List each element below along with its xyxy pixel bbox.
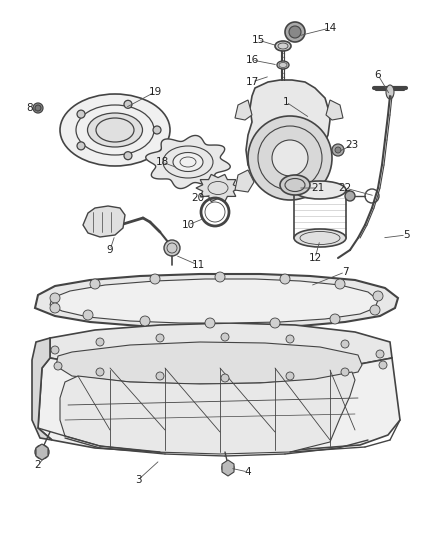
Polygon shape [83, 206, 125, 237]
Circle shape [280, 274, 290, 284]
Text: 20: 20 [191, 193, 205, 203]
Text: 9: 9 [107, 245, 113, 255]
Circle shape [50, 303, 60, 313]
Circle shape [332, 144, 344, 156]
Circle shape [370, 305, 380, 315]
Circle shape [248, 116, 332, 200]
Text: 19: 19 [148, 87, 162, 97]
Text: 10: 10 [181, 220, 194, 230]
Polygon shape [326, 100, 343, 120]
Circle shape [124, 100, 132, 108]
Circle shape [156, 372, 164, 380]
Polygon shape [196, 174, 240, 201]
Ellipse shape [275, 41, 291, 51]
Text: 2: 2 [35, 460, 41, 470]
Polygon shape [146, 135, 230, 189]
Circle shape [77, 110, 85, 118]
Text: 7: 7 [342, 267, 348, 277]
Text: 3: 3 [135, 475, 141, 485]
Polygon shape [235, 100, 252, 120]
Text: 12: 12 [308, 253, 321, 263]
Circle shape [96, 368, 104, 376]
Circle shape [90, 279, 100, 289]
Circle shape [330, 314, 340, 324]
Text: 18: 18 [155, 157, 169, 167]
Circle shape [222, 462, 234, 474]
Polygon shape [56, 342, 362, 384]
Circle shape [124, 152, 132, 160]
Circle shape [35, 445, 49, 459]
Text: 23: 23 [346, 140, 359, 150]
Circle shape [286, 372, 294, 380]
Circle shape [156, 334, 164, 342]
Circle shape [289, 26, 301, 38]
Ellipse shape [173, 152, 203, 172]
Polygon shape [35, 274, 398, 328]
Text: 21: 21 [311, 183, 325, 193]
Polygon shape [222, 460, 234, 476]
Ellipse shape [386, 85, 394, 99]
Circle shape [270, 318, 280, 328]
Circle shape [33, 103, 43, 113]
Text: 16: 16 [245, 55, 258, 65]
Circle shape [285, 22, 305, 42]
Text: 1: 1 [283, 97, 290, 107]
Ellipse shape [280, 175, 310, 195]
Circle shape [221, 333, 229, 341]
Polygon shape [38, 358, 400, 452]
Circle shape [335, 279, 345, 289]
Circle shape [373, 291, 383, 301]
Circle shape [215, 272, 225, 282]
Circle shape [286, 335, 294, 343]
Circle shape [341, 340, 349, 348]
Circle shape [140, 316, 150, 326]
Circle shape [272, 140, 308, 176]
Circle shape [150, 274, 160, 284]
Circle shape [51, 346, 59, 354]
Circle shape [96, 338, 104, 346]
Polygon shape [50, 323, 392, 372]
Ellipse shape [294, 229, 346, 247]
Circle shape [77, 142, 85, 150]
Polygon shape [235, 170, 254, 192]
Circle shape [83, 310, 93, 320]
Ellipse shape [294, 181, 346, 199]
Text: 11: 11 [191, 260, 205, 270]
Circle shape [376, 350, 384, 358]
Circle shape [345, 191, 355, 201]
Ellipse shape [277, 61, 289, 69]
Polygon shape [246, 80, 330, 192]
Text: 6: 6 [374, 70, 381, 80]
Circle shape [221, 374, 229, 382]
Circle shape [50, 293, 60, 303]
Circle shape [153, 126, 161, 134]
Circle shape [54, 362, 62, 370]
Circle shape [341, 368, 349, 376]
Circle shape [379, 361, 387, 369]
Polygon shape [50, 279, 378, 323]
Circle shape [205, 318, 215, 328]
Text: 4: 4 [245, 467, 251, 477]
Text: 14: 14 [323, 23, 337, 33]
Polygon shape [32, 338, 52, 440]
Text: 22: 22 [339, 183, 352, 193]
Text: 8: 8 [27, 103, 33, 113]
Ellipse shape [88, 113, 142, 147]
Circle shape [35, 105, 41, 111]
Text: 5: 5 [403, 230, 410, 240]
Ellipse shape [60, 94, 170, 166]
Text: 15: 15 [251, 35, 265, 45]
Text: 17: 17 [245, 77, 258, 87]
Circle shape [164, 240, 180, 256]
Polygon shape [60, 372, 355, 454]
Circle shape [335, 147, 341, 153]
Polygon shape [36, 444, 48, 460]
